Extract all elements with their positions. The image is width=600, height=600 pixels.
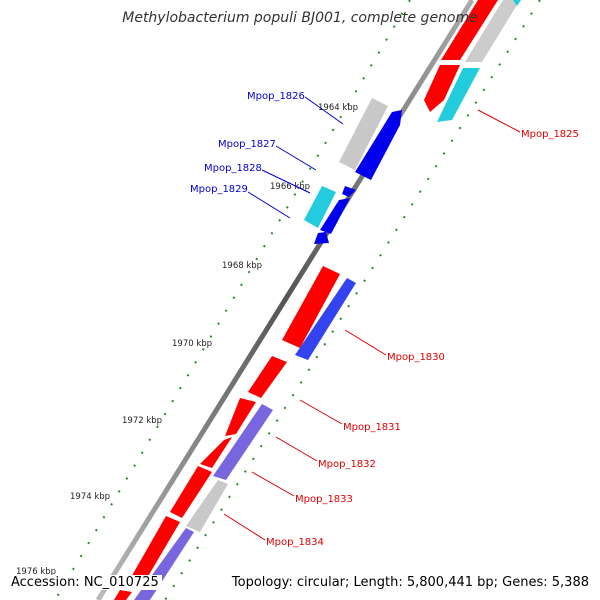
inner-tick-track [164,0,541,600]
gene-feature-red-1825a[interactable] [424,65,460,112]
gene-mpop-1832-feature[interactable] [170,466,212,518]
gene-feature-red-1831[interactable] [225,398,256,436]
gene-label[interactable]: Mpop_1827 [218,139,276,150]
gene-labels-left: Mpop_1826 Mpop_1827 Mpop_1828 Mpop_1829 [190,91,344,219]
gene-feature-cyan-top [513,0,521,6]
gene-feature-blue-tiny[interactable] [314,232,329,244]
gene-feature-red-mid[interactable] [248,356,287,398]
gene-mpop-1826-feature[interactable] [339,98,388,170]
tick-label: 1966 kbp [270,182,310,192]
gene-mpop-1833-feature[interactable] [186,480,228,532]
gene-label[interactable]: Mpop_1828 [204,163,262,174]
gene-label[interactable]: Mpop_1829 [190,184,248,195]
accession-text: Accession: NC_010725 [8,575,162,590]
kbp-ticks: 1964 kbp 1966 kbp 1968 kbp 1970 kbp 1972… [16,103,358,577]
gene-label[interactable]: Mpop_1830 [387,352,445,363]
tick-label: 1970 kbp [172,339,212,349]
tick-label: 1964 kbp [318,103,358,113]
gene-feature-red-1834[interactable] [126,516,180,590]
gene-labels-right: Mpop_1825 Mpop_1830 Mpop_1831 Mpop_1832 … [223,109,579,548]
gene-mpop-1829-feature[interactable] [320,198,350,234]
gene-mpop-1831-feature[interactable] [213,404,273,480]
feature-group-upper [304,0,521,244]
tick-label: 1974 kbp [70,492,110,502]
gene-mpop-1827-feature[interactable] [355,110,402,180]
tick-label: 1968 kbp [222,261,262,271]
gene-mpop-1830-feature[interactable] [295,278,356,360]
gene-label[interactable]: Mpop_1834 [266,537,324,548]
gene-mpop-1828-feature[interactable] [304,186,336,228]
gene-label[interactable]: Mpop_1825 [521,129,579,140]
gene-label[interactable]: Mpop_1833 [295,494,353,505]
tick-label: 1976 kbp [16,567,56,577]
outer-tick-track [54,0,411,600]
gene-mpop-1825-feature[interactable] [437,68,480,122]
gene-label[interactable]: Mpop_1826 [247,91,305,102]
gene-feature-red-1832a[interactable] [200,437,232,468]
map-title: Methylobacterium populi BJ001, complete … [122,10,478,26]
gene-feature-red-1830[interactable] [282,266,340,348]
gene-feature-red-edge [114,590,132,600]
gene-label[interactable]: Mpop_1831 [343,422,401,433]
gene-mpop-1824-feature[interactable] [441,0,498,60]
feature-group-lower [114,266,356,600]
gene-label[interactable]: Mpop_1832 [318,459,376,470]
tick-label: 1972 kbp [122,416,162,426]
topology-text: Topology: circular; Length: 5,800,441 bp… [228,575,592,590]
gene-feature-blue-small[interactable] [342,186,356,197]
gene-feature-gray-top[interactable] [465,0,520,62]
genome-backbone [95,0,475,600]
